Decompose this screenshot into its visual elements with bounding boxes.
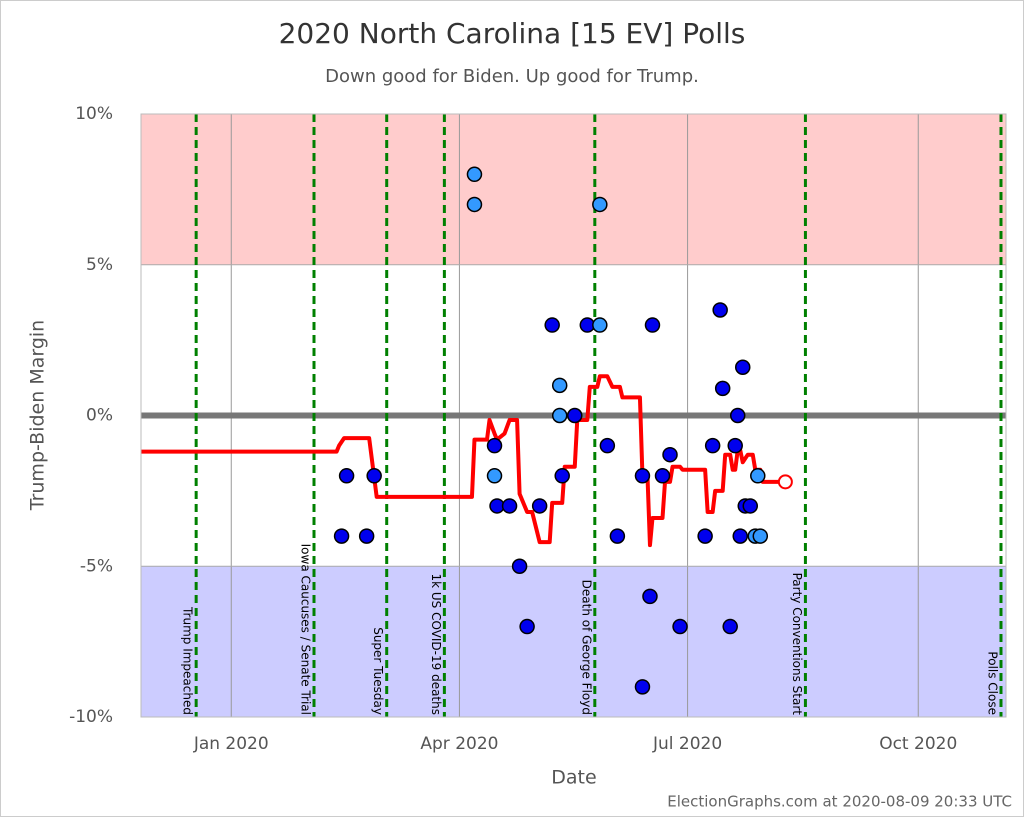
- poll-point: [734, 359, 751, 376]
- poll-point: [544, 317, 560, 333]
- x-axis-label: Date: [551, 767, 596, 789]
- event-label: Party Conventions Start: [790, 573, 804, 716]
- event-label: 1k US COVID-19 deaths: [429, 573, 443, 715]
- plot-border: [140, 113, 1007, 718]
- poll-point: [742, 498, 759, 514]
- poll-point: [333, 528, 350, 544]
- credit: ElectionGraphs.com at 2020-08-09 20:33 U…: [667, 793, 1012, 811]
- poll-point: [486, 468, 503, 484]
- poll-point: [592, 317, 608, 333]
- poll-point: [531, 498, 548, 514]
- poll-point: [554, 468, 570, 484]
- poll-point: [662, 446, 678, 463]
- event-label: Death of George Floyd: [579, 580, 593, 715]
- band: [141, 114, 1006, 265]
- event-label: Polls Close: [985, 651, 999, 715]
- average-line: [141, 374, 781, 548]
- x-tick-label: Jan 2020: [193, 734, 269, 754]
- poll-point: [366, 468, 382, 484]
- poll-point: [567, 407, 583, 424]
- y-tick-label: -10%: [69, 707, 113, 727]
- average-marker: [777, 474, 793, 490]
- poll-point: [732, 528, 748, 544]
- y-tick-label: -5%: [80, 556, 113, 576]
- poll-point: [642, 588, 658, 605]
- poll-point: [704, 437, 721, 454]
- x-tick-label: Jul 2020: [652, 734, 722, 754]
- event-label: Iowa Caucuses / Senate Trial: [299, 544, 313, 715]
- poll-point: [672, 618, 688, 635]
- poll-point: [519, 618, 535, 635]
- poll-point: [486, 437, 503, 454]
- chart-subtitle: Down good for Biden. Up good for Trump.: [325, 66, 699, 87]
- poll-point: [599, 437, 616, 454]
- poll-point: [750, 468, 766, 484]
- poll-point: [592, 196, 608, 213]
- poll-point: [501, 498, 518, 514]
- poll-point: [466, 166, 483, 183]
- poll-point: [752, 528, 769, 544]
- poll-point: [729, 407, 746, 424]
- poll-point: [634, 679, 651, 695]
- band: [141, 566, 1006, 717]
- y-tick-label: 10%: [75, 104, 113, 124]
- poll-point: [634, 468, 651, 484]
- poll-point: [697, 528, 713, 544]
- y-tick-label: 0%: [86, 406, 113, 426]
- poll-point: [338, 468, 355, 484]
- y-tick-label: 5%: [86, 255, 113, 275]
- event-label: Super Tuesday: [371, 627, 385, 715]
- x-tick-label: Oct 2020: [879, 734, 957, 754]
- chart-title: 2020 North Carolina [15 EV] Polls: [279, 17, 746, 50]
- event-label: Trump Impeached: [181, 606, 195, 715]
- poll-point: [654, 468, 671, 484]
- poll-point: [358, 528, 375, 544]
- poll-point: [712, 302, 728, 318]
- poll-point: [511, 558, 528, 574]
- poll-point: [551, 377, 568, 394]
- poll-point: [644, 317, 661, 333]
- poll-point: [722, 618, 738, 635]
- poll-point: [551, 407, 568, 424]
- x-tick-label: Apr 2020: [420, 734, 498, 754]
- poll-point: [714, 380, 731, 397]
- poll-point: [466, 196, 483, 213]
- poll-point: [727, 437, 743, 454]
- y-axis-label: Trump-Biden Margin: [27, 320, 49, 511]
- poll-point: [609, 528, 626, 544]
